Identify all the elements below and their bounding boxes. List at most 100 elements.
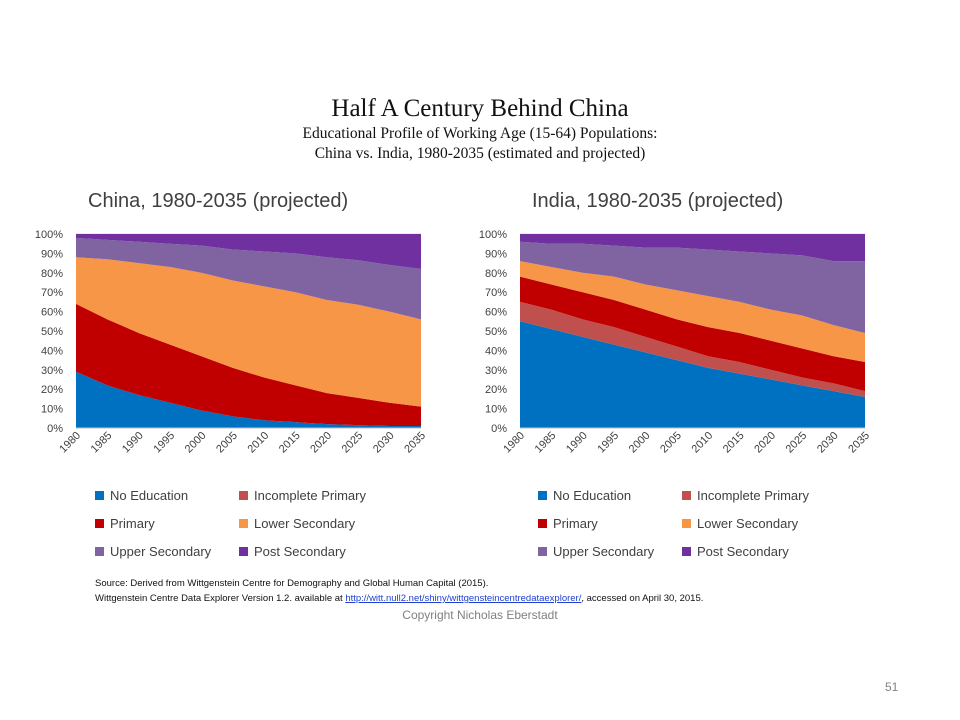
legend-label: No Education: [110, 488, 189, 503]
legend-item-upper-secondary: Upper Secondary: [95, 544, 211, 559]
legend-item-lower-secondary: Lower Secondary: [682, 516, 798, 531]
copyright-note: Copyright Nicholas Eberstadt: [402, 608, 558, 622]
source-line-2-prefix: Wittgenstein Centre Data Explorer Versio…: [95, 593, 346, 604]
y-tick-label: 0%: [491, 423, 507, 435]
area-no-education: [76, 371, 421, 428]
area-incomplete-primary: [520, 301, 865, 397]
y-tick-label: 10%: [41, 404, 63, 416]
x-tick-label: 1985: [89, 430, 115, 456]
y-tick-label: 70%: [41, 287, 63, 299]
x-tick-label: 1990: [120, 430, 146, 456]
legend-swatch: [239, 547, 248, 556]
y-tick-label: 100%: [479, 229, 507, 241]
x-tick-label: 1985: [533, 430, 559, 456]
legend-swatch: [239, 519, 248, 528]
legend-label: Upper Secondary: [110, 544, 212, 559]
y-tick-label: 30%: [485, 365, 507, 377]
legend-item-lower-secondary: Lower Secondary: [239, 516, 355, 531]
x-tick-label: 2020: [752, 430, 778, 456]
y-tick-label: 0%: [47, 423, 63, 435]
page-number: 51: [885, 680, 899, 694]
x-tick-label: 1995: [595, 430, 621, 456]
legend-item-no-education: No Education: [95, 488, 188, 503]
y-tick-label: 60%: [485, 307, 507, 319]
legend-label: Incomplete Primary: [697, 488, 809, 503]
legend-swatch: [239, 491, 248, 500]
legend-swatch: [538, 547, 547, 556]
y-tick-label: 20%: [41, 384, 63, 396]
x-tick-label: 2035: [402, 430, 428, 456]
y-tick-label: 50%: [485, 326, 507, 338]
x-tick-label: 2010: [246, 430, 272, 456]
legend-swatch: [538, 519, 547, 528]
source-line-1: Source: Derived from Wittgenstein Centre…: [95, 578, 489, 589]
area-post-secondary: [520, 234, 865, 262]
y-tick-label: 80%: [41, 268, 63, 280]
y-tick-label: 70%: [485, 287, 507, 299]
y-tick-label: 60%: [41, 307, 63, 319]
legend-label: No Education: [553, 488, 632, 503]
india-chart-title: India, 1980-2035 (projected): [532, 190, 784, 212]
slide-title: Half A Century Behind China: [331, 95, 629, 122]
india-area-chart: 0%10%20%30%40%50%60%70%80%90%100%1980 198…: [479, 229, 872, 456]
china-area-chart: 0%10%20%30%40%50%60%70%80%90%100%1980 198…: [35, 229, 428, 456]
area-upper-secondary: [76, 237, 421, 320]
legend-item-no-education: No Education: [538, 488, 631, 503]
area-post-secondary: [76, 234, 421, 269]
y-tick-label: 90%: [41, 248, 63, 260]
legend-item-incomplete-primary: Incomplete Primary: [682, 488, 809, 503]
y-tick-label: 20%: [485, 384, 507, 396]
legend-item-primary: Primary: [538, 516, 598, 531]
legend-swatch: [682, 491, 691, 500]
x-tick-label: 2025: [784, 430, 810, 456]
legend-swatch: [682, 519, 691, 528]
legend-swatch: [538, 491, 547, 500]
legend-item-primary: Primary: [95, 516, 155, 531]
legend-label: Lower Secondary: [697, 516, 799, 531]
area-no-education: [520, 321, 865, 428]
y-tick-label: 90%: [485, 248, 507, 260]
x-tick-label: 2015: [277, 430, 303, 456]
legend-swatch: [682, 547, 691, 556]
area-lower-secondary: [520, 261, 865, 363]
x-tick-label: 2005: [214, 430, 240, 456]
x-tick-label: 1995: [151, 430, 177, 456]
x-tick-label: 2010: [690, 430, 716, 456]
slide-subtitle-line1: Educational Profile of Working Age (15-6…: [302, 125, 658, 142]
legend-label: Lower Secondary: [254, 516, 356, 531]
x-tick-label: 2035: [846, 430, 872, 456]
x-tick-label: 2005: [658, 430, 684, 456]
legend-label: Incomplete Primary: [254, 488, 366, 503]
source-line-2: Wittgenstein Centre Data Explorer Versio…: [95, 591, 703, 606]
legend-item-post-secondary: Post Secondary: [682, 544, 789, 559]
legend-item-upper-secondary: Upper Secondary: [538, 544, 654, 559]
legend-label: Primary: [553, 516, 598, 531]
x-tick-label: 2030: [815, 430, 841, 456]
slide-title-block: Half A Century Behind China Educational …: [0, 94, 960, 164]
x-tick-label: 2025: [340, 430, 366, 456]
x-tick-label: 2000: [183, 430, 209, 456]
legend-label: Upper Secondary: [553, 544, 655, 559]
legend-item-post-secondary: Post Secondary: [239, 544, 346, 559]
china-chart-title: China, 1980-2035 (projected): [88, 190, 349, 212]
legend-label: Post Secondary: [254, 544, 346, 559]
area-primary: [520, 276, 865, 392]
y-tick-label: 40%: [485, 345, 507, 357]
y-tick-label: 100%: [35, 229, 63, 241]
y-tick-label: 40%: [41, 345, 63, 357]
area-upper-secondary: [520, 241, 865, 333]
x-tick-label: 2015: [721, 430, 747, 456]
slide-subtitle-line2: China vs. India, 1980-2035 (estimated an…: [314, 145, 646, 162]
y-tick-label: 30%: [41, 365, 63, 377]
area-lower-secondary: [76, 257, 421, 407]
legend-swatch: [95, 491, 104, 500]
x-tick-label: 2020: [308, 430, 334, 456]
source-note: Source: Derived from Wittgenstein Centre…: [95, 576, 703, 606]
legend-label: Primary: [110, 516, 155, 531]
legend-swatch: [95, 519, 104, 528]
legend-label: Post Secondary: [697, 544, 789, 559]
x-tick-label: 1990: [564, 430, 590, 456]
y-tick-label: 50%: [41, 326, 63, 338]
legend-swatch: [95, 547, 104, 556]
source-link[interactable]: http://witt.null2.net/shiny/wittgenstein…: [345, 593, 582, 604]
